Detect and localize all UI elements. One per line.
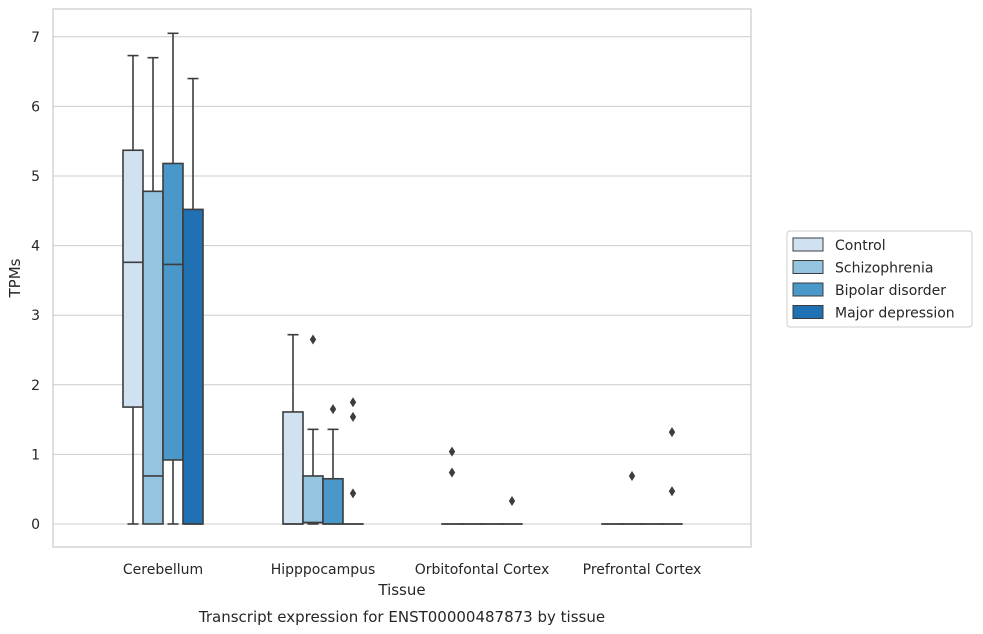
box-group [282,333,304,525]
outlier-point [448,446,456,457]
box-group [302,334,324,525]
box [162,162,184,461]
box-group [501,496,523,525]
plot-frame [52,8,752,548]
outlier-point [349,488,357,499]
box [322,477,344,525]
box-plot-marks [122,32,683,525]
legend-label: Major depression [835,306,955,322]
y-tick-label: 7 [31,30,40,46]
box-group [182,77,204,525]
box-group [621,470,643,525]
legend-label: Control [835,238,886,254]
box-group [661,427,683,525]
outlier-point [309,334,317,345]
outlier-point [668,427,676,438]
box-group [342,397,364,525]
y-tick-label: 2 [31,378,40,394]
box [182,208,204,525]
y-tick-label: 6 [31,99,40,115]
outlier-point [668,486,676,497]
outlier-point [329,404,337,415]
box [302,475,324,524]
outlier-point [508,496,516,507]
chart-caption: Transcript expression for ENST0000048787… [198,608,605,626]
box [142,190,164,525]
legend-label: Schizophrenia [835,261,933,277]
box-group [142,56,164,525]
legend-swatch [792,305,824,319]
box-group [441,446,463,525]
y-tick-label: 0 [31,517,40,533]
legend-swatch [792,282,824,297]
y-tick-label: 3 [31,308,40,324]
outlier-point [349,411,357,422]
y-axis-title: TPMs [6,258,24,298]
y-tick-label: 4 [31,239,40,255]
legend-label: Bipolar disorder [835,283,946,299]
x-tick-label: Cerebellum [123,562,203,578]
outlier-point [628,470,636,481]
x-tick-label: Prefrontal Cortex [583,562,702,578]
x-tick-label: Orbitofontal Cortex [415,562,550,578]
box [122,149,144,408]
legend: Control Schizophrenia Bipolar disorder Majo… [786,230,973,328]
box-group [322,404,344,525]
legend-frame [786,230,973,328]
outlier-point [448,467,456,478]
x-tick-label: Hipppocampus [271,562,376,578]
outlier-point [349,397,357,408]
x-tick-labels: Cerebellum Hipppocampus Orbitofontal Corte… [123,562,701,578]
y-tick-labels: 0 1 2 3 4 5 6 7 [31,30,40,533]
x-axis-title: Tissue [377,581,425,599]
box-group [162,32,184,525]
legend-swatch [792,237,824,252]
box [282,411,304,525]
y-tick-label: 1 [31,447,40,463]
y-tick-label: 5 [31,169,40,185]
box-group [122,54,144,525]
legend-swatch [792,260,824,274]
